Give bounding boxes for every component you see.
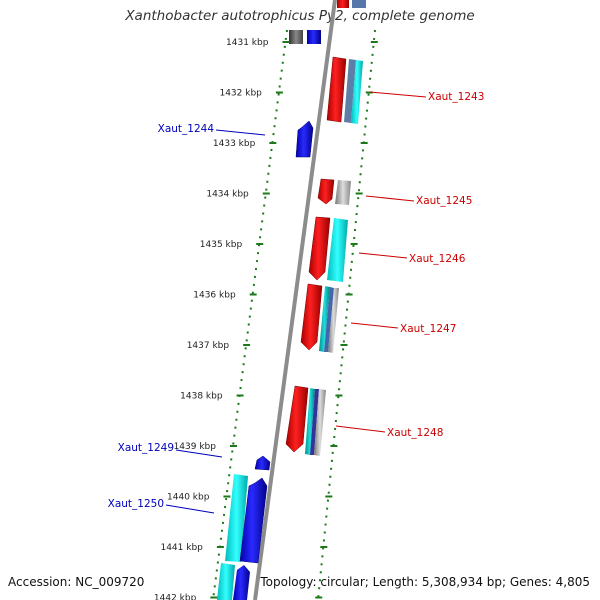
feature-partial-cyan-bottom (217, 563, 235, 600)
feature-partial-steel-top (352, 0, 366, 8)
gene-xaut-1247[interactable] (300, 283, 339, 353)
genome-backbone (253, 0, 337, 600)
gene-xaut-1245[interactable] (317, 178, 351, 205)
gene-leader-line (335, 425, 386, 433)
feature-partial-blue (307, 30, 321, 44)
ruler-tick-label: 1439 kbp (174, 442, 217, 452)
gene-label[interactable]: Xaut_1244 (158, 123, 215, 135)
gene-label[interactable]: Xaut_1250 (108, 498, 164, 510)
gene-label[interactable]: Xaut_1243 (428, 91, 484, 103)
ruler-tick-label: 1441 kbp (160, 543, 203, 553)
gene-xaut-1244[interactable] (295, 120, 314, 158)
ruler-tick-label: 1435 kbp (200, 240, 243, 250)
ruler-tick-label: 1432 kbp (219, 89, 262, 99)
gene-label[interactable]: Xaut_1248 (387, 427, 443, 439)
gene-leader-line (365, 195, 415, 202)
feature-partial-red-top (337, 0, 349, 8)
gene-xaut-1248[interactable] (285, 385, 326, 456)
ruler: 1431 kbp 1432 kbp 1433 kbp 1434 kbp 1435 kbp… (154, 38, 378, 600)
gene-leader-line (350, 322, 399, 329)
gene-leader-line (215, 129, 266, 136)
feature-partial-blue-bottom (233, 565, 250, 600)
gene-label[interactable]: Xaut_1245 (416, 195, 472, 207)
gene-leader-line (358, 252, 408, 259)
genome-summary-text: Topology: circular; Length: 5,308,934 bp… (260, 575, 590, 589)
gene-callouts: Xaut_1243 Xaut_1244 Xaut_1245 Xaut_1246 Xaut… (108, 91, 484, 514)
gene-label[interactable]: Xaut_1249 (118, 442, 174, 454)
gene-label[interactable]: Xaut_1247 (400, 323, 456, 335)
ruler-tick-label: 1431 kbp (226, 38, 269, 48)
feature-partial-grey (289, 30, 303, 44)
ruler-tick-label: 1436 kbp (193, 291, 236, 301)
outer-track (230, 30, 372, 600)
ruler-tick-label: 1440 kbp (167, 493, 210, 503)
gene-label[interactable]: Xaut_1246 (409, 253, 466, 265)
ruler-tick-label: 1438 kbp (180, 392, 223, 402)
ruler-tick-label: 1437 kbp (187, 341, 230, 351)
gene-xaut-1250[interactable] (225, 474, 268, 564)
map-title: Xanthobacter autotrophicus Py2, complete… (125, 8, 475, 24)
gene-xaut-1249[interactable] (254, 455, 271, 471)
ruler-tick-label: 1442 kbp (154, 594, 197, 600)
ruler-tick-label: 1433 kbp (213, 139, 256, 149)
gene-leader-line (175, 449, 223, 458)
gene-xaut-1246[interactable] (308, 216, 348, 282)
gene-xaut-1243[interactable] (326, 56, 363, 124)
gene-leader-line (165, 504, 215, 514)
ruler-tick-label: 1434 kbp (206, 190, 249, 200)
gene-leader-line (369, 91, 427, 98)
accession-text: Accession: NC_009720 (8, 575, 145, 589)
